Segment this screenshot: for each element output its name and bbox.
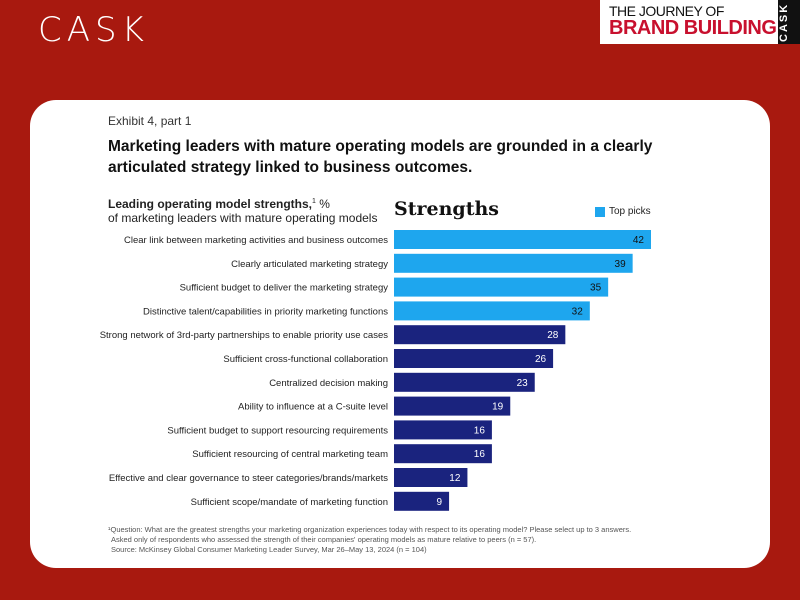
data-label: 28 (547, 330, 559, 341)
data-label: 32 (572, 306, 584, 317)
data-label: 35 (590, 283, 602, 294)
category-label: Clear link between marketing activities … (124, 235, 388, 246)
footnote-source: Source: McKinsey Global Consumer Marketi… (111, 545, 427, 554)
bar-chart: Clear link between marketing activities … (100, 230, 651, 511)
bar (394, 396, 511, 416)
data-label: 9 (437, 497, 443, 508)
badge-side: CASK (778, 0, 800, 44)
cask-logo: CASK (38, 10, 149, 50)
footnote-question: ¹Question: What are the greatest strengt… (108, 525, 632, 534)
bar (394, 253, 633, 273)
data-label: 42 (633, 235, 645, 246)
bar (394, 372, 535, 392)
badge-line2: BRAND BUILDING (609, 17, 777, 39)
category-label: Sufficient budget to support resourcing … (167, 425, 388, 436)
category-label: Sufficient scope/mandate of marketing fu… (191, 497, 388, 508)
category-label: Effective and clear governance to steer … (109, 473, 388, 484)
data-label: 19 (492, 402, 504, 413)
category-label: Distinctive talent/capabilities in prior… (143, 306, 388, 317)
exhibit-card: Exhibit 4, part 1 Marketing leaders with… (30, 100, 770, 568)
category-label: Clearly articulated marketing strategy (231, 259, 388, 270)
data-label: 16 (474, 449, 486, 460)
subtitle-unit: % (315, 197, 330, 211)
bar (394, 491, 450, 511)
legend-swatch (595, 206, 605, 217)
bar (394, 468, 468, 487)
data-label: 39 (615, 259, 627, 270)
exhibit-label: Exhibit 4, part 1 (108, 114, 192, 128)
bar (394, 420, 492, 440)
category-label: Centralized decision making (269, 378, 388, 389)
footnote-sample: Asked only of respondents who assessed t… (111, 535, 537, 544)
category-label: Sufficient resourcing of central marketi… (192, 449, 388, 460)
badge-line1: THE JOURNEY OF (609, 3, 724, 19)
data-label: 12 (449, 473, 461, 484)
data-label: 23 (517, 378, 529, 389)
category-label: Sufficient budget to deliver the marketi… (180, 283, 389, 294)
subtitle-bold: Leading operating model strengths, (108, 197, 313, 211)
footnotes: ¹Question: What are the greatest strengt… (108, 525, 631, 555)
bar (394, 277, 609, 297)
category-label: Strong network of 3rd-party partnerships… (100, 330, 389, 341)
bar (394, 349, 554, 368)
brand-building-badge: THE JOURNEY OF BRAND BUILDING CASK (600, 0, 800, 44)
chart-subtitle: Leading operating model strengths,1 % of … (108, 195, 377, 225)
bar (394, 325, 566, 345)
data-label: 26 (535, 354, 547, 365)
category-label: Sufficient cross-functional collaboratio… (223, 354, 388, 365)
bar (394, 230, 651, 249)
data-label: 16 (474, 425, 486, 436)
chart-title: Strengths (394, 198, 499, 220)
subtitle-sup: 1 (312, 198, 316, 205)
category-label: Ability to influence at a C-suite level (238, 402, 388, 413)
exhibit-title: Marketing leaders with mature operating … (108, 138, 653, 176)
bar (394, 301, 590, 321)
legend: Top picks (595, 206, 651, 217)
subtitle-line2: of marketing leaders with mature operati… (108, 211, 378, 225)
bar (394, 444, 492, 464)
legend-label: Top picks (609, 206, 651, 217)
